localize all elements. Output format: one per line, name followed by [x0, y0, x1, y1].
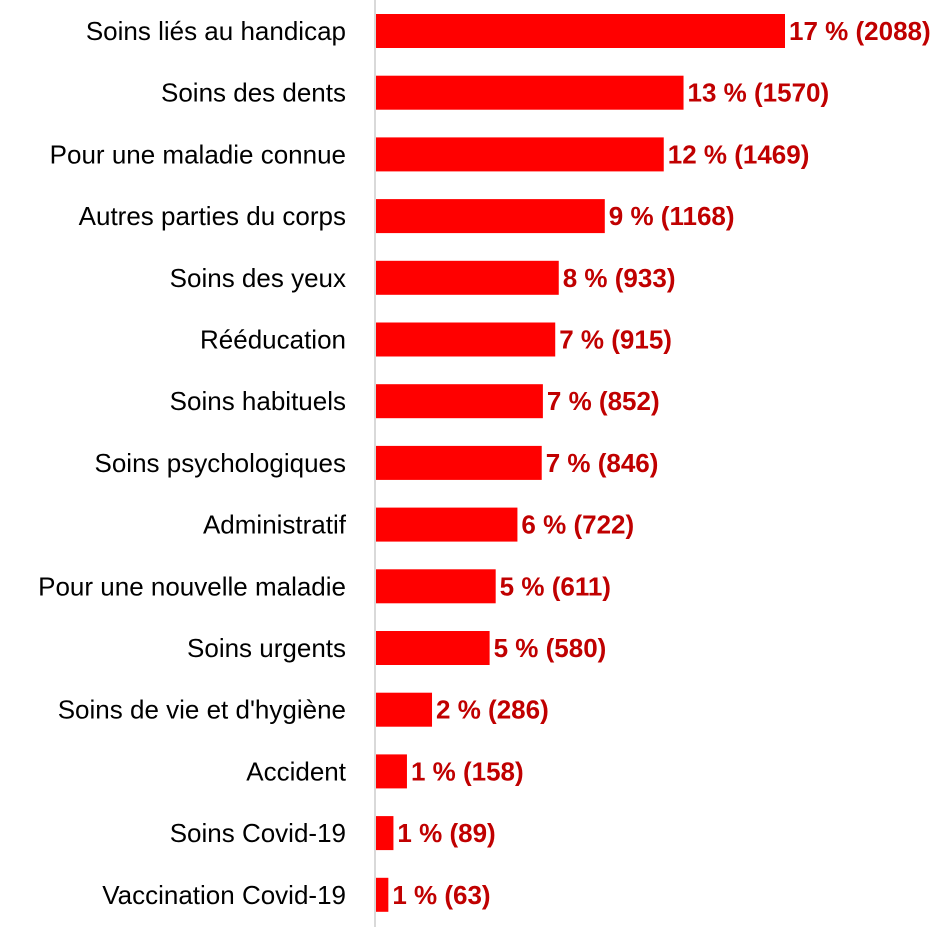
data-label: 5 % (580)	[494, 633, 607, 663]
data-label: 8 % (933)	[563, 263, 676, 293]
category-label: Soins liés au handicap	[86, 16, 346, 46]
category-label: Soins des dents	[161, 78, 346, 108]
category-label: Soins psychologiques	[95, 448, 347, 478]
data-label: 9 % (1168)	[609, 201, 735, 231]
bar	[376, 384, 543, 419]
data-label: 5 % (611)	[500, 571, 611, 601]
data-label: 1 % (89)	[397, 818, 495, 848]
bar	[376, 260, 559, 295]
bar	[376, 75, 684, 110]
bar	[376, 754, 407, 789]
bar	[376, 877, 389, 912]
data-label: 1 % (158)	[411, 756, 524, 786]
data-label: 13 % (1570)	[688, 78, 830, 108]
category-label: Soins des yeux	[170, 263, 346, 293]
category-label: Soins Covid-19	[170, 818, 346, 848]
data-label: 7 % (915)	[559, 325, 672, 355]
category-label: Vaccination Covid-19	[102, 880, 346, 910]
data-label: 6 % (722)	[521, 510, 634, 540]
category-labels-group: Soins liés au handicap Soins des dents Pou…	[38, 16, 347, 910]
category-label: Pour une nouvelle maladie	[38, 571, 346, 601]
category-label: Pour une maladie connue	[50, 139, 346, 169]
bar	[376, 631, 490, 665]
bar	[376, 507, 518, 542]
category-label: Soins habituels	[170, 386, 346, 416]
data-label: 17 % (2088)	[789, 16, 931, 46]
data-label: 7 % (846)	[546, 448, 659, 478]
data-label: 1 % (63)	[392, 880, 490, 910]
category-label: Accident	[246, 756, 346, 786]
category-label: Soins de vie et d'hygiène	[58, 695, 346, 725]
bars-group	[376, 14, 785, 912]
category-label: Soins urgents	[187, 633, 346, 663]
bar	[376, 199, 605, 234]
data-label: 12 % (1469)	[668, 139, 810, 169]
bar	[376, 692, 433, 727]
data-labels-group: 17 % (2088) 13 % (1570) 12 % (1469) 9 % (11…	[392, 16, 930, 910]
bar	[376, 137, 664, 172]
bar	[376, 569, 496, 604]
category-label: Rééducation	[200, 325, 346, 355]
data-label: 2 % (286)	[436, 695, 549, 725]
bar	[376, 816, 394, 851]
data-label: 7 % (852)	[547, 386, 660, 416]
bar	[376, 445, 542, 480]
bar	[376, 322, 556, 357]
bar	[376, 14, 785, 48]
category-label: Autres parties du corps	[79, 201, 346, 231]
category-label: Administratif	[203, 510, 347, 540]
